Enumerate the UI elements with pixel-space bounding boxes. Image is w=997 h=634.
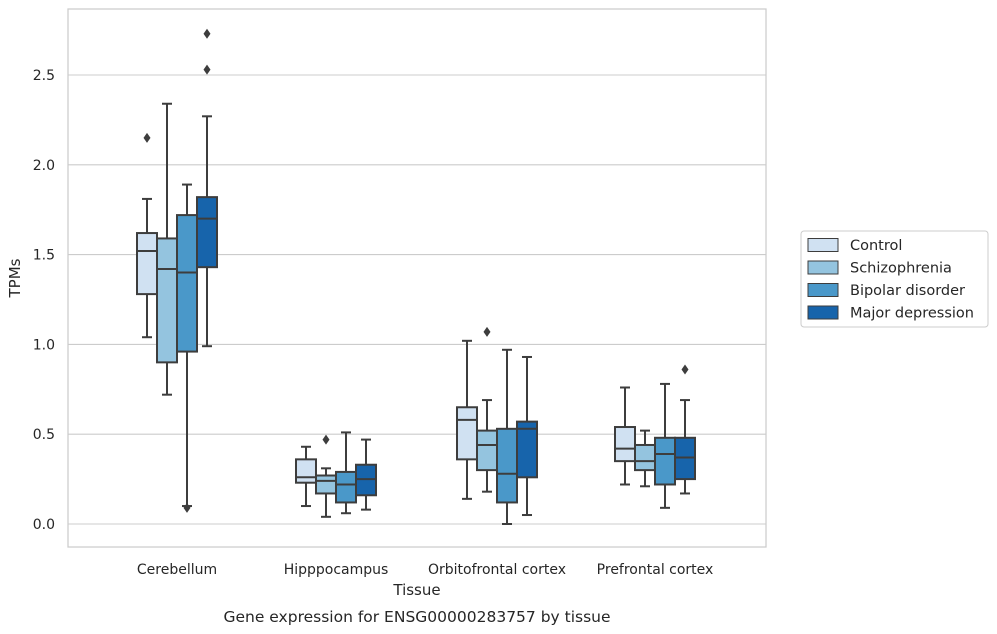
x-tick-label: Hipppocampus xyxy=(284,562,389,578)
outlier-point xyxy=(681,364,689,375)
box-body xyxy=(136,232,158,296)
box xyxy=(196,28,218,348)
chart-caption: Gene expression for ENSG00000283757 by t… xyxy=(223,608,610,626)
legend-label: Major depression xyxy=(850,306,974,322)
legend-item: Bipolar disorder xyxy=(807,283,965,299)
box xyxy=(654,382,676,509)
box xyxy=(136,132,158,339)
box-body xyxy=(335,470,357,504)
box xyxy=(295,445,317,508)
box xyxy=(634,429,656,488)
box-body xyxy=(176,214,198,353)
box xyxy=(156,102,178,396)
outlier-point xyxy=(143,132,151,143)
y-tick-label: 2.0 xyxy=(33,158,55,174)
legend: Control Schizophrenia Bipolar disorder Majo… xyxy=(800,230,989,328)
legend-item: Schizophrenia xyxy=(807,260,952,277)
box xyxy=(516,355,538,517)
legend-items: Control Schizophrenia Bipolar disorder Majo… xyxy=(807,238,974,322)
boxes-layer xyxy=(136,28,696,525)
legend-frame xyxy=(800,230,989,328)
box xyxy=(456,339,478,500)
box-body xyxy=(516,420,538,479)
box xyxy=(335,431,357,515)
box-body xyxy=(654,436,676,486)
outlier-point xyxy=(483,326,491,337)
outlier-point xyxy=(322,434,330,445)
box-body xyxy=(634,443,656,472)
legend-item: Major depression xyxy=(807,305,974,322)
x-axis-label: Tissue xyxy=(392,581,440,599)
y-tick-label: 0.5 xyxy=(33,427,55,443)
box xyxy=(315,434,337,518)
box xyxy=(176,183,198,513)
y-tick-label: 1.0 xyxy=(33,337,55,353)
box-body xyxy=(295,458,317,484)
legend-label: Control xyxy=(850,238,902,254)
plot-frame xyxy=(67,8,767,548)
box xyxy=(674,364,696,495)
x-tick-label: Cerebellum xyxy=(137,562,217,578)
box-body xyxy=(614,426,636,463)
outlier-point xyxy=(183,502,191,513)
box-body xyxy=(476,429,498,472)
box-body xyxy=(156,237,178,364)
y-tick-label: 0.0 xyxy=(33,517,55,533)
legend-label: Bipolar disorder xyxy=(850,283,965,299)
box xyxy=(496,348,518,525)
x-tick-label: Prefrontal cortex xyxy=(597,562,714,578)
x-tick-labels: Cerebellum Hipppocampus Orbitofrontal cort… xyxy=(137,562,713,578)
x-tick-label: Orbitofrontal cortex xyxy=(428,562,566,578)
box-body xyxy=(456,406,478,461)
legend-swatch xyxy=(807,283,839,297)
outlier-point xyxy=(203,64,211,75)
y-axis-label: TPMs xyxy=(6,258,24,298)
y-tick-label: 1.5 xyxy=(33,248,55,264)
box-body xyxy=(496,427,518,504)
box xyxy=(355,438,377,511)
legend-swatch xyxy=(807,305,839,320)
box-body xyxy=(196,196,218,269)
legend-swatch xyxy=(807,238,839,252)
legend-swatch xyxy=(807,260,839,275)
legend-label: Schizophrenia xyxy=(850,261,952,277)
y-tick-labels: 0.0 0.5 1.0 1.5 2.0 2.5 xyxy=(33,68,55,533)
outlier-point xyxy=(203,28,211,39)
y-tick-label: 2.5 xyxy=(33,68,55,84)
box xyxy=(476,326,498,493)
legend-item: Control xyxy=(807,238,902,254)
box-body xyxy=(315,474,337,495)
